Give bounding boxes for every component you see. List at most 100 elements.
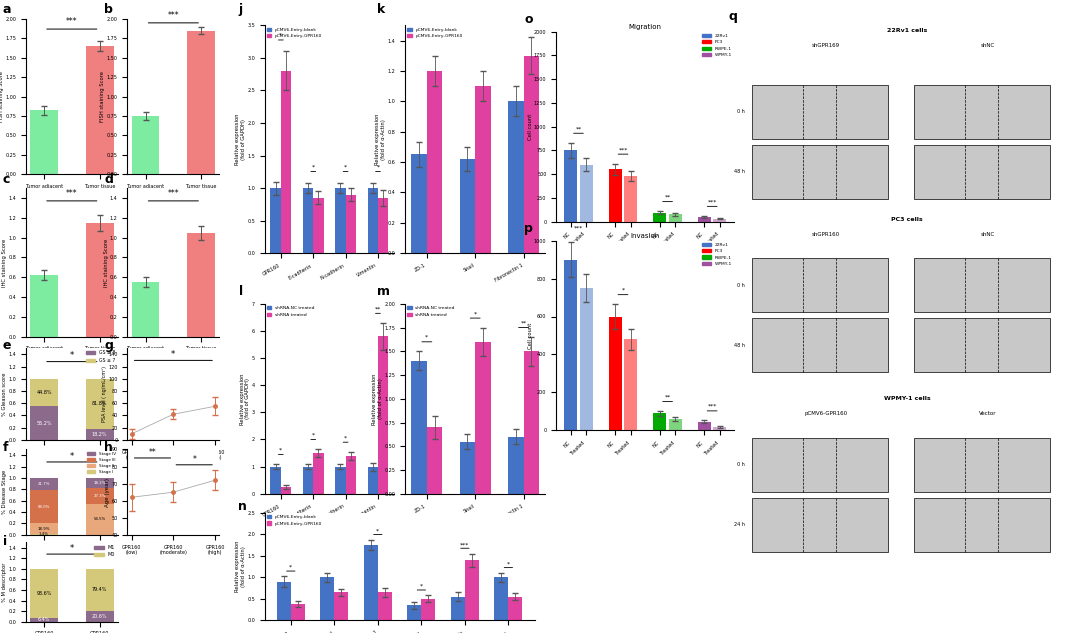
Bar	[669, 419, 681, 430]
Text: Vector: Vector	[980, 411, 997, 416]
Bar	[302, 188, 313, 253]
Bar	[30, 111, 58, 174]
Bar	[335, 592, 348, 620]
Text: pCMV6-GPR160: pCMV6-GPR160	[805, 411, 848, 416]
Bar	[30, 478, 58, 491]
Bar	[914, 318, 1050, 372]
Legend: 22Rv1, PC3, RWPE-1, WPMY-1: 22Rv1, PC3, RWPE-1, WPMY-1	[702, 34, 732, 57]
Text: p: p	[524, 222, 534, 235]
Bar	[411, 361, 427, 494]
Bar	[85, 223, 113, 337]
Text: **: **	[521, 321, 527, 325]
Bar	[475, 342, 490, 494]
Bar	[580, 165, 593, 222]
Text: n: n	[238, 500, 246, 513]
Bar	[752, 498, 888, 551]
Bar	[451, 597, 464, 620]
Text: 0 h: 0 h	[738, 110, 745, 115]
Text: 44.8%: 44.8%	[37, 390, 52, 395]
Bar	[752, 258, 888, 312]
Y-axis label: Age (year): Age (year)	[105, 478, 110, 506]
Text: k: k	[377, 3, 386, 16]
Bar	[276, 582, 291, 620]
Bar	[291, 604, 305, 620]
Text: 18.9%: 18.9%	[38, 527, 51, 530]
Text: 20.6%: 20.6%	[92, 613, 107, 618]
Text: *: *	[426, 335, 429, 340]
Bar	[281, 71, 292, 253]
Text: *: *	[621, 288, 624, 293]
Text: **: **	[664, 195, 671, 200]
Legend: GS ≥ 8, GS ≤ 7: GS ≥ 8, GS ≤ 7	[86, 351, 116, 363]
Text: *: *	[70, 544, 73, 553]
Text: q: q	[729, 10, 738, 23]
Y-axis label: FISH staining Score: FISH staining Score	[0, 71, 4, 122]
Text: PC3 cells: PC3 cells	[891, 216, 923, 222]
Bar	[30, 406, 58, 440]
Text: **: **	[664, 395, 671, 399]
Y-axis label: % Gleason score: % Gleason score	[2, 372, 8, 416]
Bar	[524, 351, 539, 494]
Bar	[30, 569, 58, 618]
Text: *: *	[172, 350, 175, 359]
Legend: Stage IV, Stage III, Stage II, Stage I: Stage IV, Stage III, Stage II, Stage I	[86, 451, 116, 473]
Bar	[752, 318, 888, 372]
Text: *: *	[312, 164, 314, 169]
Bar	[30, 379, 58, 406]
Bar	[132, 282, 160, 337]
Y-axis label: Relative expression
(fold of α-Actin): Relative expression (fold of α-Actin)	[235, 541, 246, 592]
Text: e: e	[3, 339, 12, 352]
Bar	[407, 605, 421, 620]
Bar	[752, 438, 888, 492]
Text: ***: ***	[167, 11, 179, 20]
Bar	[460, 442, 475, 494]
Text: *: *	[507, 561, 510, 567]
Bar	[313, 198, 324, 253]
Text: WPMY-1 cells: WPMY-1 cells	[883, 396, 931, 401]
Text: *: *	[474, 311, 476, 316]
Text: ***: ***	[167, 189, 179, 198]
Text: 0 h: 0 h	[738, 462, 745, 467]
Bar	[30, 534, 58, 535]
Bar	[85, 379, 113, 429]
Y-axis label: IHC staining Score: IHC staining Score	[2, 238, 8, 287]
Text: ***: ***	[573, 226, 583, 231]
Text: *: *	[345, 436, 347, 441]
Text: **: **	[149, 448, 157, 457]
Text: f: f	[3, 441, 9, 454]
Text: 6.4%: 6.4%	[38, 617, 50, 622]
Bar	[464, 560, 478, 620]
Text: 24 h: 24 h	[734, 522, 745, 527]
Legend: pCMV6-Entry-blank, pCMV6-Entry-GPR160: pCMV6-Entry-blank, pCMV6-Entry-GPR160	[407, 28, 462, 38]
Text: 58.0%: 58.0%	[38, 505, 50, 509]
Bar	[85, 504, 113, 535]
Bar	[346, 456, 356, 494]
Bar	[321, 577, 335, 620]
Bar	[508, 437, 524, 494]
Bar	[752, 85, 888, 139]
Bar	[378, 198, 389, 253]
Text: g: g	[105, 339, 113, 352]
Y-axis label: IHC staining Score: IHC staining Score	[104, 238, 109, 287]
Y-axis label: Relative expression
(fold of α-Actin): Relative expression (fold of α-Actin)	[376, 113, 387, 165]
Bar	[187, 233, 215, 337]
Text: *: *	[70, 351, 73, 360]
Bar	[698, 422, 711, 430]
Text: *: *	[345, 164, 347, 169]
Bar	[752, 145, 888, 199]
Bar	[669, 215, 681, 222]
Bar	[624, 339, 637, 430]
Text: 54.5%: 54.5%	[94, 517, 106, 522]
Bar	[85, 488, 113, 504]
Bar	[580, 288, 593, 430]
Text: b: b	[105, 3, 113, 16]
Bar	[335, 188, 346, 253]
Bar	[364, 545, 378, 620]
Text: *: *	[280, 448, 282, 453]
Bar	[564, 150, 578, 222]
Text: a: a	[3, 3, 12, 16]
Y-axis label: % M descriptor: % M descriptor	[2, 562, 8, 602]
Text: ***: ***	[460, 542, 470, 547]
Bar	[378, 336, 389, 494]
Bar	[30, 275, 58, 337]
